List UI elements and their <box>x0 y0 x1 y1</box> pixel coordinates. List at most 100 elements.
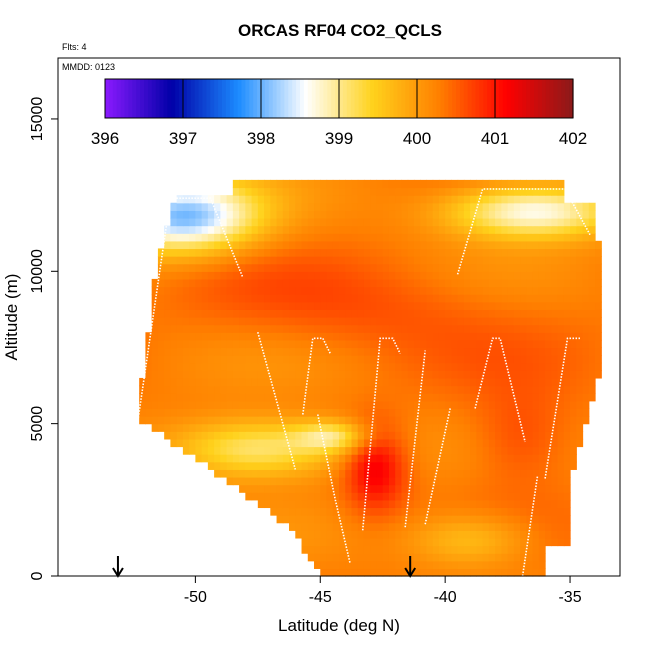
heatmap-cell <box>295 263 303 272</box>
heatmap-cell <box>282 355 290 364</box>
heatmap-cell <box>395 286 403 295</box>
heatmap-cell <box>351 355 359 364</box>
heatmap-cell <box>232 263 240 272</box>
heatmap-cell <box>151 408 159 417</box>
heatmap-cell <box>295 476 303 486</box>
heatmap-cell <box>395 210 403 219</box>
heatmap-cell <box>388 522 396 531</box>
heatmap-cell <box>157 347 165 356</box>
heatmap-cell <box>438 499 446 509</box>
colorbar-swatch <box>479 79 484 118</box>
heatmap-cell <box>270 179 278 189</box>
heatmap-cell <box>214 202 221 211</box>
heatmap-cell <box>239 225 246 234</box>
heatmap-cell <box>407 347 415 356</box>
heatmap-cell <box>232 179 240 189</box>
heatmap-cell <box>257 423 265 432</box>
heatmap-cell <box>339 324 346 333</box>
heatmap-cell <box>176 324 184 333</box>
heatmap-cell <box>363 301 371 310</box>
heatmap-cell <box>476 210 484 219</box>
heatmap-cell <box>307 400 315 410</box>
heatmap-cell <box>457 202 465 211</box>
heatmap-cell <box>276 233 284 242</box>
heatmap-cell <box>220 286 228 295</box>
heatmap-cell <box>501 499 509 509</box>
heatmap-cell <box>189 309 196 318</box>
heatmap-cell <box>445 385 452 394</box>
heatmap-cell <box>164 385 171 394</box>
heatmap-cell <box>245 225 253 234</box>
heatmap-cell <box>307 301 315 310</box>
heatmap-cell <box>276 492 284 501</box>
heatmap-cell <box>376 461 384 470</box>
heatmap-cell <box>488 195 496 204</box>
heatmap-cell <box>264 256 271 265</box>
heatmap-cell <box>251 179 259 189</box>
heatmap-cell <box>413 202 421 211</box>
heatmap-cell <box>445 225 452 234</box>
heatmap-cell <box>426 286 434 295</box>
heatmap-cell <box>457 416 465 425</box>
colorbar-swatch <box>389 79 395 118</box>
heatmap-cell <box>176 416 184 425</box>
heatmap-cell <box>301 461 309 470</box>
heatmap-cell <box>432 537 440 547</box>
heatmap-cell <box>376 400 384 410</box>
heatmap-cell <box>189 202 196 211</box>
heatmap-cell <box>276 385 284 394</box>
heatmap-cell <box>563 469 571 478</box>
heatmap-cell <box>457 370 465 379</box>
heatmap-cell <box>307 423 315 432</box>
heatmap-cell <box>320 210 328 219</box>
heatmap-cell <box>395 522 403 531</box>
heatmap-cell <box>376 240 384 250</box>
heatmap-cell <box>320 446 328 455</box>
heatmap-cell <box>545 530 552 539</box>
heatmap-cell <box>245 187 253 196</box>
heatmap-cell <box>164 263 171 272</box>
heatmap-cell <box>382 339 390 349</box>
heatmap-cell <box>332 217 340 227</box>
heatmap-cell <box>170 416 178 425</box>
heatmap-cell <box>482 431 490 440</box>
heatmap-cell <box>382 438 390 448</box>
colorbar-swatch <box>183 79 188 118</box>
heatmap-cell <box>207 431 215 440</box>
heatmap-cell <box>363 515 371 524</box>
colorbar-swatch <box>284 79 289 118</box>
heatmap-cell <box>395 515 403 524</box>
heatmap-cell <box>351 324 359 333</box>
heatmap-cell <box>488 370 496 379</box>
colorbar-swatch <box>545 79 551 118</box>
heatmap-cell <box>463 438 471 448</box>
heatmap-cell <box>470 568 477 577</box>
heatmap-cell <box>363 507 371 516</box>
heatmap-cell <box>388 248 396 257</box>
heatmap-cell <box>363 324 371 333</box>
heatmap-cell <box>426 362 434 371</box>
heatmap-cell <box>488 362 496 371</box>
heatmap-cell <box>176 309 184 318</box>
heatmap-cell <box>189 408 196 417</box>
heatmap-cell <box>164 416 171 425</box>
heatmap-cell <box>170 377 178 387</box>
heatmap-cell <box>557 240 565 250</box>
heatmap-cell <box>420 560 428 569</box>
heatmap-cell <box>264 400 271 410</box>
heatmap-cell <box>445 233 452 242</box>
heatmap-cell <box>301 385 309 394</box>
heatmap-cell <box>426 537 434 547</box>
heatmap-cell <box>326 553 334 562</box>
heatmap-cell <box>545 537 552 547</box>
heatmap-cell <box>376 499 384 509</box>
heatmap-cell <box>563 370 571 379</box>
heatmap-cell <box>501 393 509 402</box>
heatmap-cell <box>463 240 471 250</box>
heatmap-cell <box>526 317 534 326</box>
heatmap-cell <box>570 393 577 402</box>
heatmap-cell <box>239 294 246 303</box>
heatmap-cell <box>201 225 209 234</box>
heatmap-cell <box>170 286 178 295</box>
heatmap-cell <box>257 400 265 410</box>
